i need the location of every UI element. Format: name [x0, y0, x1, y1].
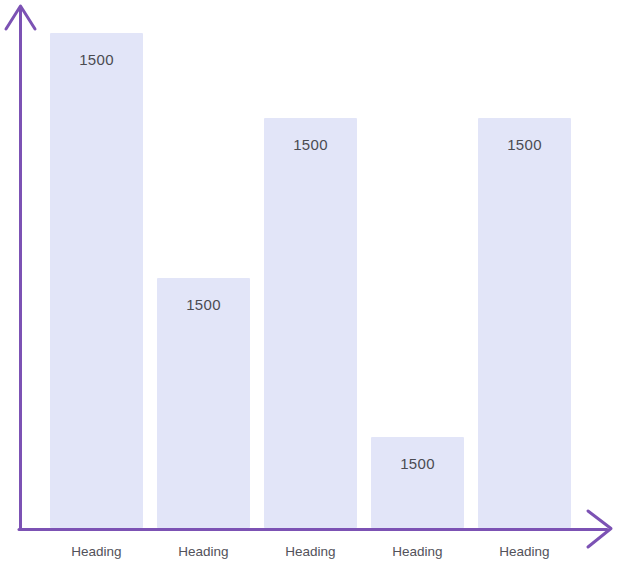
- bar[interactable]: 1500: [478, 118, 571, 528]
- x-axis-label: Heading: [157, 543, 250, 561]
- bar[interactable]: 1500: [50, 33, 143, 528]
- bar-value-label: 1500: [478, 118, 571, 153]
- bar-value-label: 1500: [371, 437, 464, 472]
- bar-value-label: 1500: [50, 33, 143, 68]
- x-axis-labels: Heading Heading Heading Heading Heading: [0, 543, 618, 567]
- bar-chart: 15001500150015001500 HeadingHeadingHeadi…: [0, 0, 618, 574]
- x-axis-label: Heading: [478, 543, 571, 561]
- x-axis-label: Heading: [264, 543, 357, 561]
- x-axis-label: Heading: [371, 543, 464, 561]
- x-axis-label: Heading: [50, 543, 143, 561]
- bar[interactable]: 1500: [371, 437, 464, 528]
- bar-value-label: 1500: [264, 118, 357, 153]
- bar-value-label: 1500: [157, 278, 250, 313]
- bar[interactable]: 1500: [157, 278, 250, 528]
- bar[interactable]: 1500: [264, 118, 357, 528]
- bars-container: 1500 1500 1500 1500 1500: [0, 0, 618, 574]
